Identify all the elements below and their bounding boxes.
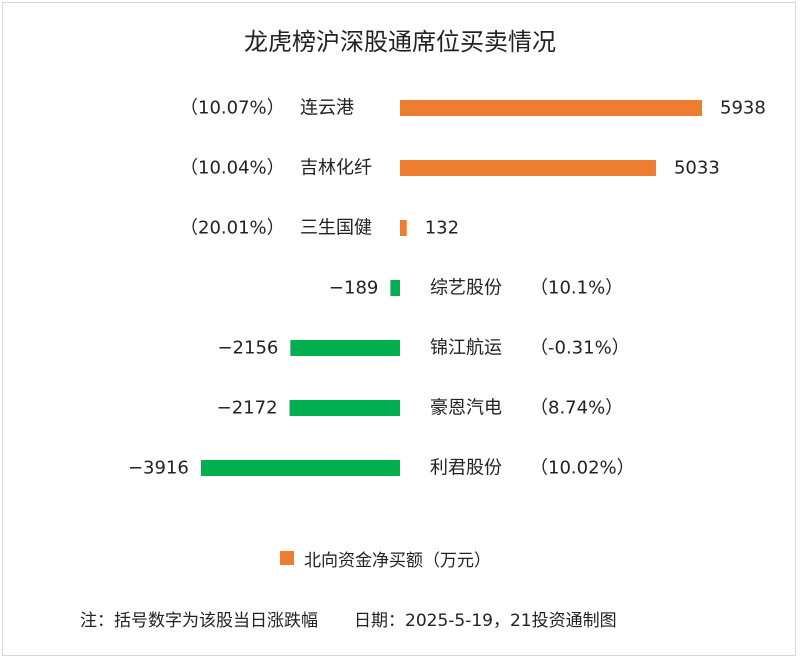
data-label: 132 (425, 218, 459, 239)
change-label: （8.74%） (530, 398, 623, 419)
footer: 注：括号数字为该股当日涨跌幅 日期：2025-5-19，21投资通制图 (80, 606, 653, 631)
category-label: 综艺股份 (430, 278, 502, 299)
data-label: 5938 (720, 98, 766, 119)
change-label: （-0.31%） (530, 338, 630, 359)
category-label: 连云港 (300, 98, 354, 119)
bar (400, 100, 702, 116)
chart-title: 龙虎榜沪深股通席位买卖情况 (244, 28, 556, 56)
data-label: −189 (329, 278, 378, 299)
bar (200, 460, 400, 476)
legend: 北向资金净买额（万元） (280, 547, 491, 571)
footer-note: 注：括号数字为该股当日涨跌幅 (80, 611, 318, 631)
footer-source: 日期：2025-5-19，21投资通制图 (354, 611, 617, 631)
category-label: 三生国健 (300, 218, 372, 239)
legend-swatch (280, 551, 294, 565)
change-label: （10.02%） (530, 458, 635, 479)
bar (290, 340, 400, 356)
change-label: （10.07%） (180, 98, 285, 119)
bar (400, 160, 656, 176)
change-label: （10.1%） (530, 278, 623, 299)
data-label: −2156 (217, 338, 278, 359)
bar (400, 220, 407, 236)
category-label: 豪恩汽电 (430, 398, 502, 419)
legend-label: 北向资金净买额（万元） (304, 550, 491, 571)
data-label: −2172 (217, 398, 278, 419)
category-label: 锦江航运 (430, 338, 502, 359)
bar (289, 400, 400, 416)
change-label: （10.04%） (180, 158, 285, 179)
bar (390, 280, 400, 296)
category-label: 吉林化纤 (300, 158, 372, 179)
data-label: −3916 (128, 458, 189, 479)
category-label: 利君股份 (430, 458, 502, 479)
change-label: （20.01%） (180, 218, 285, 239)
data-label: 5033 (674, 158, 720, 179)
